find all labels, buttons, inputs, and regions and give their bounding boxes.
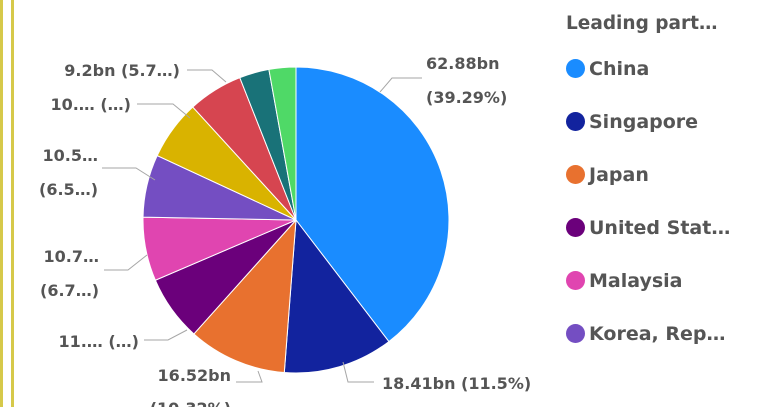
leader-line-5 [102, 167, 156, 181]
legend-item-korea-rep[interactable]: Korea, Rep… [566, 307, 772, 360]
legend-dot-icon [566, 59, 585, 78]
legend-title: Leading part… [566, 13, 718, 34]
legend-label: United Stat… [589, 216, 731, 239]
legend-dot-icon [566, 218, 585, 237]
pie-slice-japan[interactable] [193, 218, 297, 374]
legend-label: Korea, Rep… [589, 322, 726, 345]
data-label-7-line1: 9.2bn (5.7…) [64, 61, 180, 80]
data-label-6-line1: 10.… (…) [50, 95, 131, 114]
legend-item-singapore[interactable]: Singapore [566, 95, 772, 148]
leader-line-0 [379, 77, 422, 93]
data-label-5-line1: 10.5… [43, 146, 98, 165]
data-label-4-line2: (6.7…) [40, 281, 99, 300]
leader-line-7 [187, 69, 227, 83]
data-label-4-line1: 10.7… [44, 247, 99, 266]
data-label-5-line2: (6.5…) [39, 180, 98, 199]
pie-slice-china[interactable] [295, 66, 450, 343]
legend-label: Malaysia [589, 269, 683, 292]
leader-line-4 [104, 254, 148, 271]
legend-item-china[interactable]: China [566, 42, 772, 95]
pie-slices [142, 66, 450, 374]
left-frame-border [0, 0, 14, 407]
data-label-0-line1: 62.88bn [426, 54, 499, 73]
legend-dot-icon [566, 324, 585, 343]
legend-dot-icon [566, 112, 585, 131]
legend-label: Singapore [589, 110, 699, 133]
data-label-0-line2: (39.29%) [426, 88, 507, 107]
data-label-2-line1: 16.52bn [158, 366, 231, 385]
leader-line-2 [236, 370, 263, 383]
legend-label: China [589, 57, 650, 80]
legend-item-japan[interactable]: Japan [566, 148, 772, 201]
data-labels: 62.88bn (39.29%) 18.41bn (11.5%) 16.52bn (10… [39, 54, 531, 407]
legend-item-united-stat[interactable]: United Stat… [566, 201, 772, 254]
leader-line-6 [137, 103, 191, 119]
legend: Leading part… China Singapore Japan United … [566, 6, 772, 360]
label-leader-lines [102, 69, 422, 383]
leader-line-1 [342, 361, 374, 383]
legend-dot-icon [566, 271, 585, 290]
data-label-2-line2: (10.32%) [150, 399, 231, 407]
leader-line-3 [144, 329, 188, 341]
legend-dot-icon [566, 165, 585, 184]
legend-label: Japan [589, 163, 649, 186]
legend-item-malaysia[interactable]: Malaysia [566, 254, 772, 307]
data-label-3-line1: 11.… (…) [58, 332, 139, 351]
pie-slice-singapore[interactable] [283, 218, 390, 374]
pie-slice-other-9[interactable] [268, 66, 297, 221]
data-label-1-line1: 18.41bn (11.5%) [382, 374, 531, 393]
